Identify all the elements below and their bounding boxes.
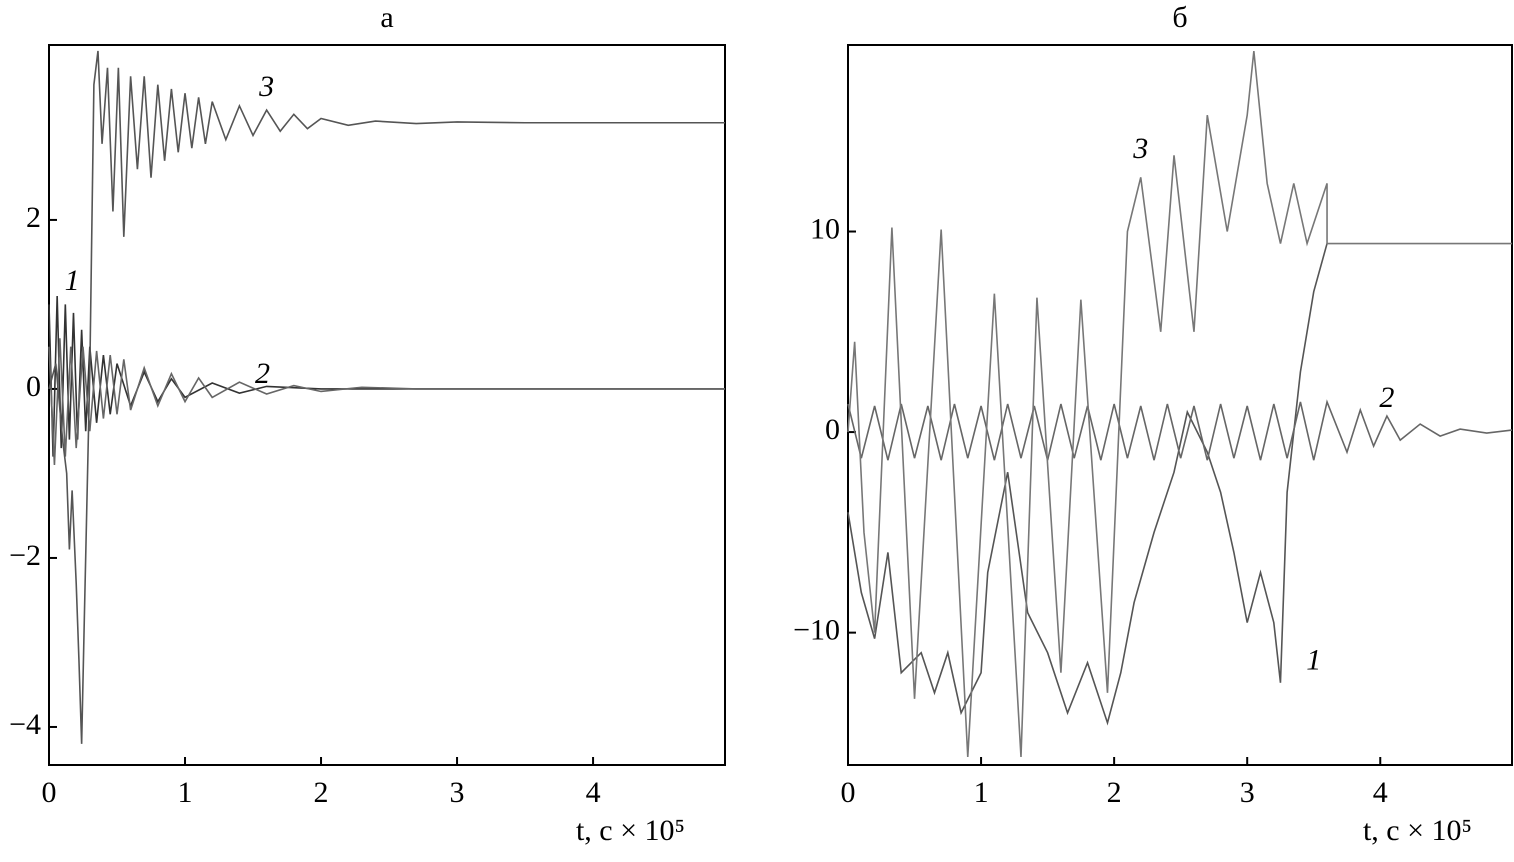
series-line [48, 338, 725, 466]
curve-label: 3 [1132, 132, 1148, 165]
x-axis-label: t, с × 10⁵ [1363, 814, 1472, 847]
y-tick-label: 2 [26, 201, 41, 234]
series-line [847, 399, 1513, 461]
y-tick-label: −10 [793, 614, 840, 647]
x-tick-label: 4 [586, 776, 601, 809]
series-line [847, 243, 1328, 726]
plot-frame [847, 44, 1513, 766]
curve-label: 2 [1379, 381, 1394, 414]
y-tick-label: −2 [9, 539, 41, 572]
x-tick-label: 1 [974, 776, 989, 809]
curve-label: 1 [1306, 644, 1321, 677]
x-tick-label: 3 [1240, 776, 1255, 809]
y-tick-label: −4 [9, 708, 41, 741]
x-axis-label: t, с × 10⁵ [576, 814, 685, 847]
y-tick-label: 0 [26, 370, 41, 403]
curve-label: 3 [258, 70, 274, 103]
curve-label: 2 [255, 357, 270, 390]
plot-frame [48, 44, 726, 766]
series-line [847, 50, 1512, 758]
x-tick-label: 4 [1373, 776, 1388, 809]
panel-title: б [1172, 1, 1187, 34]
panel-title: а [380, 1, 393, 34]
series-line [48, 50, 725, 744]
x-tick-label: 1 [178, 776, 193, 809]
x-tick-label: 2 [1107, 776, 1122, 809]
series-line [48, 295, 725, 457]
curve-label: 1 [65, 264, 80, 297]
x-tick-label: 2 [314, 776, 329, 809]
x-tick-label: 0 [42, 776, 57, 809]
x-tick-label: 3 [450, 776, 465, 809]
x-tick-label: 0 [841, 776, 856, 809]
y-tick-label: 10 [810, 212, 840, 245]
y-tick-label: 0 [825, 413, 840, 446]
